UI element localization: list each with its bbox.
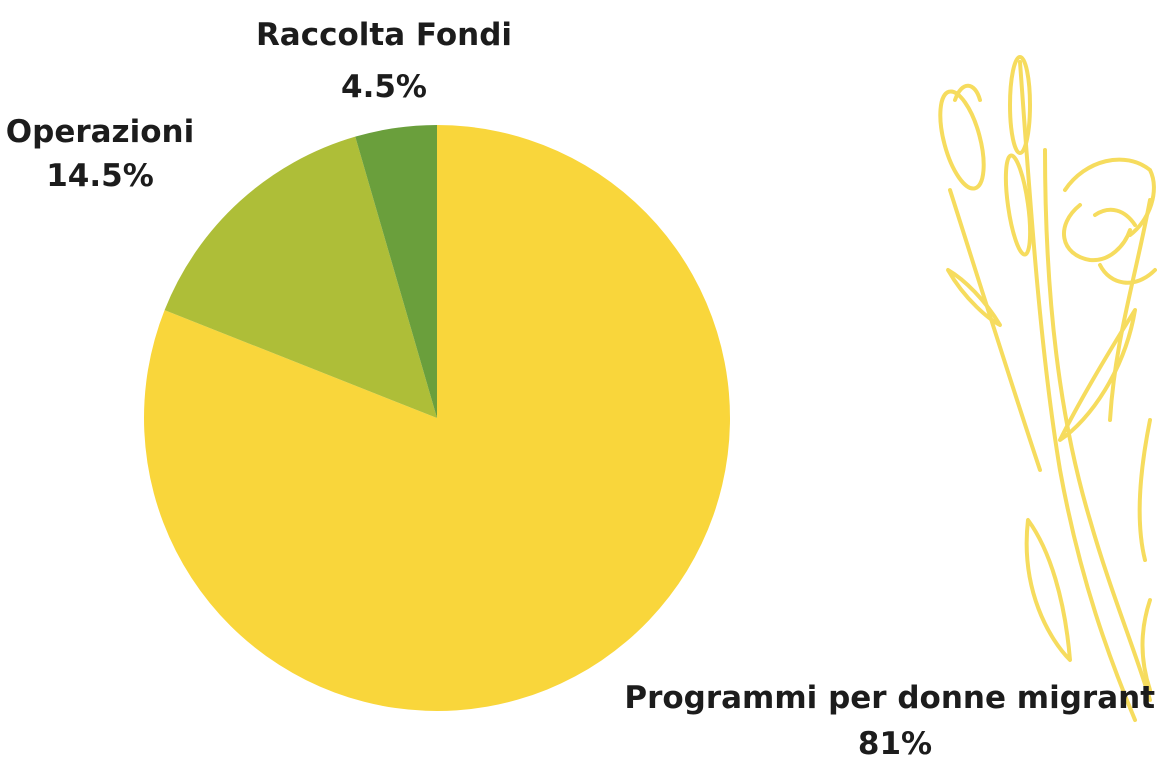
slice-label-programmi: Programmi per donne migranti [624,680,1157,716]
slice-value-operazioni: 14.5% [46,158,154,194]
slice-label-raccolta-fondi: Raccolta Fondi [256,17,512,53]
slice-value-programmi: 81% [858,726,932,759]
flower-illustration-icon [938,55,1157,722]
pie-slice-programmi-per-donne-migranti [143,125,730,711]
slice-value-raccolta-fondi: 4.5% [341,69,427,105]
slice-label-operazioni: Operazioni [6,114,194,150]
pie-slices [143,125,730,711]
pie-slice-operazioni [164,136,437,418]
pie-slice-raccolta-fondi [355,125,437,418]
